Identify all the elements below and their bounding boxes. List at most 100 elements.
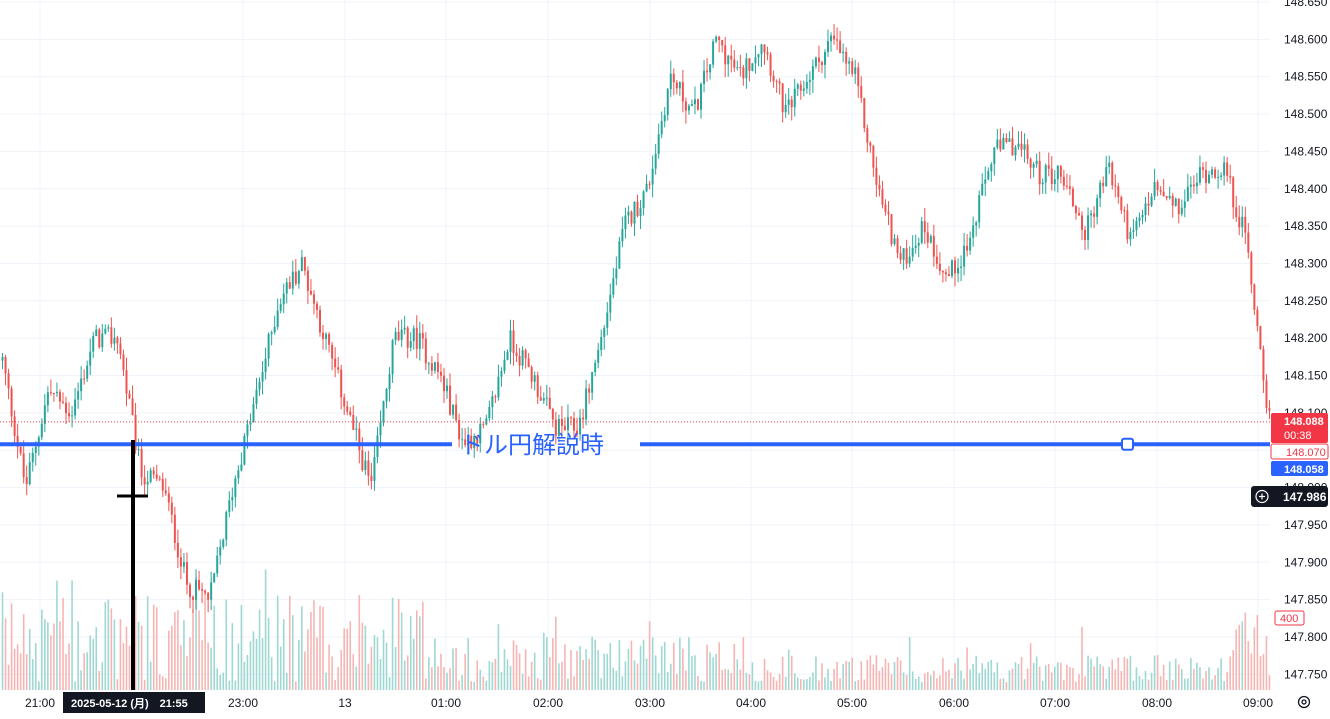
volume-bar bbox=[7, 664, 10, 690]
volume-bar bbox=[59, 621, 61, 690]
volume-bar bbox=[1196, 662, 1198, 690]
candle-body bbox=[739, 67, 742, 69]
gear-icon[interactable] bbox=[1297, 695, 1311, 709]
candle-body bbox=[173, 514, 176, 543]
candle-body bbox=[597, 350, 600, 363]
candle-body bbox=[524, 350, 527, 359]
candle-body bbox=[1192, 184, 1195, 187]
volume-bar bbox=[1259, 656, 1262, 690]
volume-bar bbox=[790, 655, 793, 690]
candle-body bbox=[645, 183, 648, 192]
candle-body bbox=[288, 282, 291, 289]
candle-body bbox=[1096, 198, 1099, 217]
volume-bar bbox=[745, 672, 748, 690]
volume-bar bbox=[122, 642, 125, 690]
candle-body bbox=[195, 579, 198, 600]
volume-bar bbox=[497, 624, 500, 690]
volume-bar bbox=[582, 660, 584, 690]
plus-circle-icon[interactable] bbox=[1255, 489, 1269, 504]
candle-body bbox=[966, 245, 969, 251]
volume-bar bbox=[812, 672, 814, 690]
volume-bar bbox=[597, 650, 600, 690]
volume-bar bbox=[110, 608, 113, 690]
volume-bar bbox=[128, 645, 131, 690]
candle-body bbox=[170, 502, 173, 515]
volume-bar bbox=[1220, 658, 1222, 690]
hline-drag-handle[interactable] bbox=[1121, 437, 1134, 451]
candle-body bbox=[675, 82, 678, 89]
volume-bar bbox=[406, 655, 409, 690]
candle-body bbox=[119, 343, 122, 355]
volume-bar bbox=[506, 659, 509, 690]
volume-bar bbox=[243, 661, 246, 690]
time-axis[interactable]: 21:00 23:00 13 01:00 02:00 03:00 04:00 05:00 06:… bbox=[25, 696, 1273, 710]
candle-body bbox=[43, 405, 46, 424]
price-tick-label: 148.250 bbox=[1284, 294, 1328, 308]
line-price-tag: 148.058 bbox=[1271, 461, 1328, 476]
candle-body bbox=[1195, 182, 1198, 187]
candle-body bbox=[1186, 186, 1189, 202]
volume-bar bbox=[733, 643, 736, 690]
crosshair-price-tag[interactable]: 147.986 bbox=[1251, 486, 1328, 507]
volume-bar bbox=[158, 674, 161, 690]
volume-bar bbox=[993, 672, 996, 690]
candle-body bbox=[470, 435, 473, 449]
candle-body bbox=[13, 416, 16, 436]
candle-body bbox=[10, 388, 13, 417]
volume-bar bbox=[860, 661, 863, 690]
candle-body bbox=[1256, 309, 1259, 327]
volume-bar bbox=[815, 656, 817, 690]
volume-bar bbox=[1180, 669, 1183, 690]
volume-bar bbox=[403, 660, 406, 690]
candle-body bbox=[932, 236, 935, 257]
volume-value: 400 bbox=[1280, 613, 1298, 625]
candle-body bbox=[291, 271, 294, 289]
candle-body bbox=[1201, 167, 1204, 170]
candle-body bbox=[830, 35, 833, 42]
volume-bar bbox=[1147, 679, 1150, 690]
candle-body bbox=[569, 417, 572, 419]
volume-bar bbox=[1202, 678, 1204, 690]
candle-body bbox=[778, 81, 781, 84]
candle-body bbox=[1099, 182, 1102, 199]
candle-body bbox=[104, 328, 107, 334]
candle-body bbox=[1038, 160, 1041, 185]
candle-body bbox=[319, 309, 322, 333]
volume-bar bbox=[340, 650, 342, 690]
candle-body bbox=[745, 58, 748, 79]
volume-bar bbox=[322, 606, 324, 690]
candle-body bbox=[878, 184, 881, 190]
candle-body bbox=[1162, 191, 1165, 197]
candle-body bbox=[22, 453, 25, 478]
volume-bar bbox=[470, 681, 473, 690]
candle-body bbox=[760, 44, 763, 55]
candle-body bbox=[582, 417, 585, 420]
volume-bar bbox=[799, 679, 802, 690]
candle-body bbox=[55, 391, 58, 394]
candle-body bbox=[566, 417, 569, 431]
horizontal-line-drawing[interactable]: ドル円解説時 bbox=[0, 432, 1270, 459]
candle-body bbox=[848, 61, 851, 64]
volume-bar bbox=[19, 653, 22, 690]
volume-bar bbox=[1057, 662, 1059, 690]
volume-bar bbox=[95, 627, 98, 690]
candle-body bbox=[696, 99, 699, 110]
volume-bar bbox=[358, 595, 361, 690]
candle-body bbox=[666, 89, 669, 116]
candle-body bbox=[415, 328, 418, 349]
volume-bar bbox=[1060, 662, 1062, 690]
candle-body bbox=[503, 359, 506, 372]
volume-bar bbox=[349, 621, 352, 690]
volume-bar bbox=[521, 673, 524, 690]
candle-body bbox=[458, 419, 461, 440]
candle-body bbox=[718, 36, 721, 41]
volume-bar bbox=[954, 663, 956, 690]
volume-bar bbox=[533, 652, 536, 690]
volume-bar bbox=[875, 655, 878, 690]
candle-body bbox=[579, 417, 582, 435]
volume-bar bbox=[143, 679, 146, 690]
volume-bar bbox=[1011, 668, 1014, 690]
price-axis[interactable]: 148.650 148.600 148.550 148.500 148.450 148.4… bbox=[1284, 0, 1328, 681]
